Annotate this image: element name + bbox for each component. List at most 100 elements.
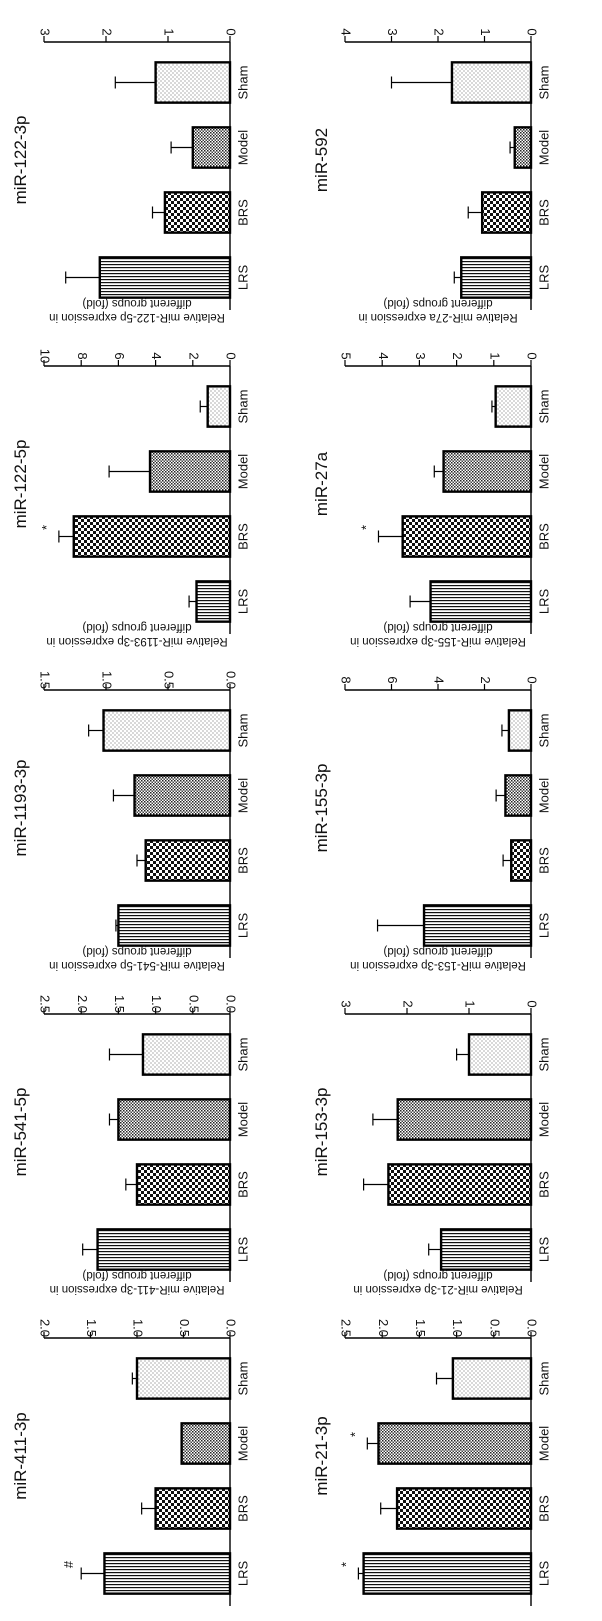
category-label: Sham [536,1362,551,1396]
bar [450,61,533,104]
chart-title: miR-1193-3p [11,759,30,856]
category-label: LRS [235,1561,250,1587]
category-label: BRS [235,847,250,874]
value-tick-label: 0.5 [177,1319,192,1337]
chart-title: miR-153-3p [312,1088,331,1177]
category-label: Model [536,1102,551,1138]
value-tick-label: 1.0 [131,1319,146,1337]
bar [460,256,533,299]
value-tick-label: 0.5 [487,1319,502,1337]
category-label: Model [235,778,250,814]
bar [135,1357,232,1400]
chart-title: miR-21-3p [312,1416,331,1495]
value-tick-label: 5 [339,352,354,359]
chart-panel: 0.0 0.5 1.0 1.5 2.0 2.5 Relative miR-21-3p exp… [312,1269,551,1606]
value-tick-label: 0.0 [224,995,239,1013]
value-tick-label: 10 [38,349,53,363]
value-tick-label: 1.0 [149,995,164,1013]
value-tick-label: 4 [339,28,354,35]
category-label: Model [536,130,551,166]
chart-title: miR-122-3p [11,116,30,205]
bar [180,1422,232,1465]
value-tick-label: 2 [432,28,447,35]
value-axis-label: Relative miR-411-3p expression indiffere… [50,1269,225,1295]
bar [163,191,232,234]
value-tick-label: 2 [478,676,493,683]
bar [439,1228,533,1271]
bar [117,1098,232,1141]
category-label: Model [235,1426,250,1462]
bar [467,1033,533,1076]
chart-title: miR-27a [312,451,331,516]
bar [494,385,533,428]
category-label: LRS [235,265,250,291]
category-label: Sham [235,66,250,100]
chart-title: miR-592 [312,128,331,192]
category-label: BRS [536,523,551,550]
category-label: Sham [235,1362,250,1396]
category-label: Sham [536,1038,551,1072]
bar [103,1552,232,1595]
value-tick-label: 1 [162,28,177,35]
value-tick-label: 0.0 [525,1319,540,1337]
category-label: BRS [536,847,551,874]
value-tick-label: 2.5 [38,995,53,1013]
value-tick-label: 0 [525,28,540,35]
value-tick-label: 4 [432,676,447,683]
category-label: Sham [235,714,250,748]
bar [206,385,232,428]
chart-panel: 0 2 4 6 8 Relative miR-155-3p expression indi… [312,621,551,958]
value-tick-label: 0.0 [224,1319,239,1337]
bar [362,1552,533,1595]
bar [141,1033,232,1076]
bar [422,904,533,947]
value-tick-label: 1 [463,1000,478,1007]
chart-panel: 0 1 2 3 Relative miR-153-3p expression indif… [312,945,551,1282]
value-tick-label: 2 [450,352,465,359]
value-axis-label: Relative miR-155-3p expression indiffere… [350,621,526,647]
value-tick-label: 0 [525,1000,540,1007]
significance-marker: # [61,1560,76,1568]
value-tick-label: 3 [385,28,400,35]
significance-marker: * [358,525,373,530]
value-axis-label: Relative miR-1193-3p expression indiffer… [46,621,227,647]
category-label: Sham [536,390,551,424]
bar [72,515,232,558]
value-tick-label: 1 [487,352,502,359]
category-label: Sham [235,390,250,424]
value-tick-label: 0.5 [186,995,201,1013]
value-tick-label: 1.5 [84,1319,99,1337]
value-tick-label: 0.0 [224,671,239,689]
category-label: Model [536,778,551,814]
value-tick-label: 3 [413,352,428,359]
category-label: BRS [235,1171,250,1198]
value-axis-label: Relative miR-153-3p expression indiffere… [350,945,526,971]
value-tick-label: 2.0 [38,1319,53,1337]
value-tick-label: 4 [149,352,164,359]
category-label: BRS [536,199,551,226]
value-tick-label: 8 [75,352,90,359]
value-tick-label: 8 [339,676,354,683]
bar [98,256,232,299]
bar [191,126,232,169]
value-tick-label: 2.0 [376,1319,391,1337]
bar [117,904,232,947]
value-axis-label: Relative miR-541-5p expression indiffere… [49,945,225,971]
value-tick-label: 0 [224,28,239,35]
chart-panel: 0.0 0.5 1.0 1.5 2.0 2.5 Relative miR-541-5p ex… [11,945,250,1282]
value-tick-label: 6 [385,676,400,683]
category-label: LRS [536,1561,551,1587]
category-label: BRS [536,1495,551,1522]
bar [395,1487,533,1530]
category-label: LRS [235,1237,250,1263]
category-label: Model [235,454,250,490]
value-tick-label: 4 [376,352,391,359]
value-tick-label: 3 [38,28,53,35]
category-label: BRS [235,1495,250,1522]
value-tick-label: 2 [401,1000,416,1007]
category-label: LRS [536,1237,551,1263]
category-label: Sham [235,1038,250,1072]
category-label: Model [235,1102,250,1138]
category-label: LRS [536,589,551,615]
